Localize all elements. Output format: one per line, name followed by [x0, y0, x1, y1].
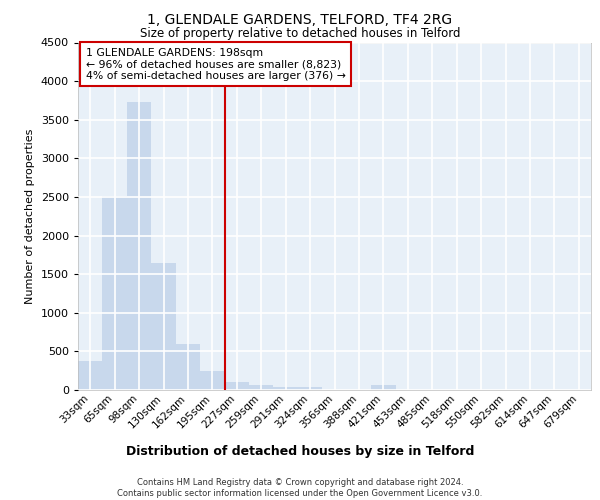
- Bar: [127, 102, 151, 390]
- Bar: [200, 370, 224, 390]
- Bar: [274, 386, 298, 390]
- Bar: [371, 386, 395, 390]
- Bar: [298, 386, 322, 390]
- Text: 1, GLENDALE GARDENS, TELFORD, TF4 2RG: 1, GLENDALE GARDENS, TELFORD, TF4 2RG: [148, 12, 452, 26]
- Y-axis label: Number of detached properties: Number of detached properties: [25, 128, 35, 304]
- Text: Size of property relative to detached houses in Telford: Size of property relative to detached ho…: [140, 28, 460, 40]
- Text: 1 GLENDALE GARDENS: 198sqm
← 96% of detached houses are smaller (8,823)
4% of se: 1 GLENDALE GARDENS: 198sqm ← 96% of deta…: [86, 48, 346, 81]
- Bar: [78, 360, 103, 390]
- Bar: [103, 196, 127, 390]
- Bar: [151, 264, 176, 390]
- Text: Distribution of detached houses by size in Telford: Distribution of detached houses by size …: [126, 444, 474, 458]
- Bar: [176, 344, 200, 390]
- Bar: [249, 386, 274, 390]
- Text: Contains HM Land Registry data © Crown copyright and database right 2024.
Contai: Contains HM Land Registry data © Crown c…: [118, 478, 482, 498]
- Bar: [224, 382, 249, 390]
